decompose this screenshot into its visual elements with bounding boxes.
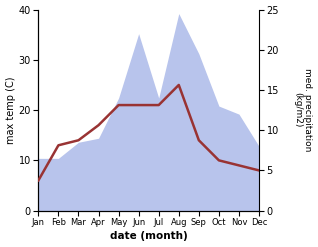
X-axis label: date (month): date (month) xyxy=(110,231,188,242)
Y-axis label: med. precipitation
(kg/m2): med. precipitation (kg/m2) xyxy=(293,68,313,152)
Y-axis label: max temp (C): max temp (C) xyxy=(5,76,16,144)
